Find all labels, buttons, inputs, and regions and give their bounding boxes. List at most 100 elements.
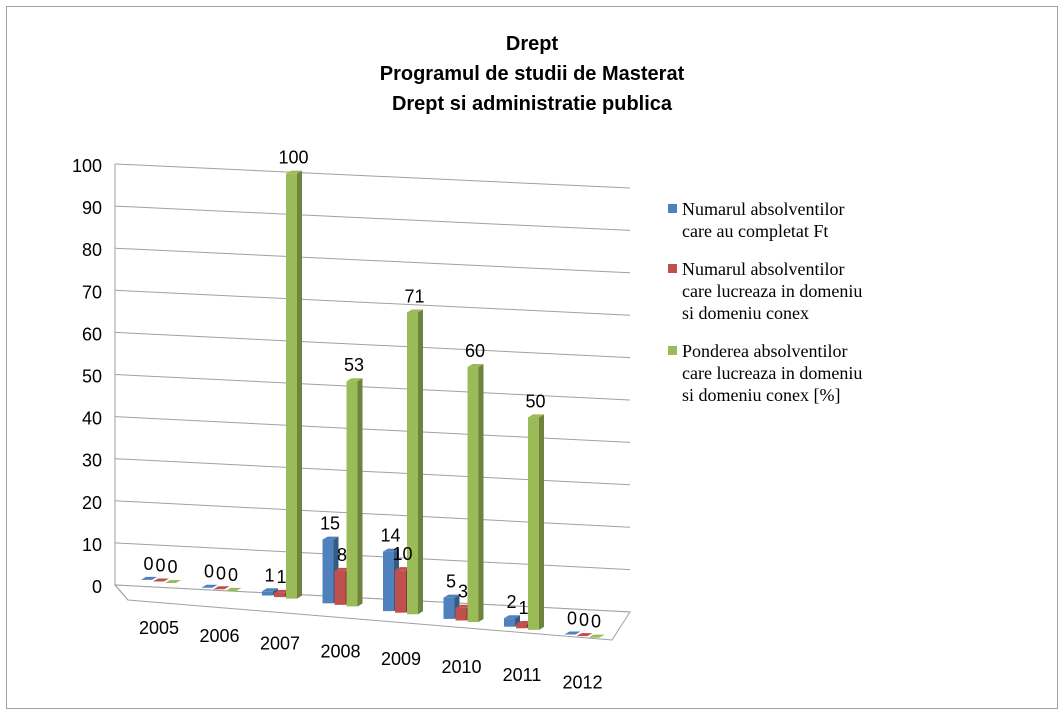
wall-edge [114, 584, 129, 601]
bar-3d [588, 634, 605, 638]
bar-top [322, 536, 339, 540]
data-label: 8 [337, 545, 347, 565]
data-label: 53 [344, 355, 364, 375]
bar-3d [467, 364, 484, 623]
bar-side [297, 170, 302, 599]
bar [504, 618, 515, 627]
bar-top [346, 378, 363, 382]
legend-item: Numarul absolventilor care lucreaza in d… [668, 258, 868, 324]
bar-3d [213, 586, 230, 590]
legend-swatch [668, 264, 677, 273]
bar [346, 381, 358, 607]
bar-top [443, 594, 460, 598]
data-label: 1 [264, 565, 274, 585]
y-tick-label: 50 [82, 367, 102, 387]
bar-top [383, 548, 399, 552]
data-label: 0 [143, 554, 153, 574]
data-label: 1 [276, 567, 286, 587]
bar-top [407, 309, 423, 313]
y-tick-label: 70 [82, 282, 102, 302]
grid-line [114, 289, 631, 316]
bar [467, 367, 479, 623]
data-label: 71 [404, 286, 424, 306]
grid-line [114, 458, 631, 486]
chart-title: Drept [506, 33, 559, 55]
bar [262, 591, 273, 596]
x-tick-label: 2011 [503, 665, 542, 685]
legend-label: Numarul absolventilor care lucreaza in d… [682, 259, 863, 323]
y-tick-label: 20 [82, 493, 102, 513]
y-tick-label: 60 [82, 324, 102, 344]
bar-3d [225, 587, 242, 591]
grid-line [114, 205, 631, 231]
data-label: 0 [204, 562, 214, 582]
x-tick-label: 2010 [441, 657, 481, 677]
data-label: 0 [591, 612, 601, 632]
bar [455, 607, 467, 621]
x-tick-label: 2005 [139, 618, 179, 638]
bar-3d [201, 584, 218, 588]
legend-label: Numarul absolventilor care au completat … [682, 199, 845, 241]
bar-side [357, 378, 363, 607]
bar-3d [576, 633, 593, 637]
legend-swatch [668, 204, 677, 213]
x-tick-label: 2009 [381, 649, 421, 669]
data-label: 15 [320, 514, 340, 534]
bar [334, 570, 346, 605]
grid-line [114, 416, 631, 443]
bar-3d [528, 414, 544, 630]
data-label: 100 [278, 148, 308, 168]
bar-side [478, 364, 484, 623]
y-tick-label: 0 [92, 577, 102, 597]
bar-top [262, 588, 278, 592]
y-tick-label: 30 [82, 451, 102, 471]
grid-line [114, 542, 631, 571]
x-tick-label: 2006 [199, 626, 239, 646]
y-tick-label: 40 [82, 409, 102, 429]
y-tick-label: 90 [82, 198, 102, 218]
bar-3d [286, 170, 302, 599]
legend-item: Ponderea absolventilor care lucreaza in … [668, 340, 868, 406]
legend: Numarul absolventilor care au completat … [668, 198, 868, 422]
data-label: 0 [167, 557, 177, 577]
data-label: 5 [446, 572, 456, 592]
chart-title: Drept si administratie publica [392, 93, 673, 115]
bar-top [564, 631, 581, 635]
data-label: 3 [458, 582, 468, 602]
bar [516, 624, 527, 629]
grid-line [114, 500, 631, 528]
data-label: 50 [525, 391, 545, 411]
data-label: 0 [216, 563, 226, 583]
bar-3d [153, 578, 169, 582]
x-tick-label: 2012 [562, 673, 602, 693]
grid-line [114, 163, 631, 189]
bar-3d [504, 615, 520, 627]
bar-3d [346, 378, 363, 607]
grid-line [114, 331, 631, 359]
data-label: 2 [506, 592, 516, 612]
data-label: 10 [392, 544, 412, 564]
bar-top [588, 634, 605, 638]
bar [274, 592, 285, 598]
bar-top [225, 587, 242, 591]
data-label: 0 [228, 565, 238, 585]
bar-top [213, 586, 230, 590]
legend-label: Ponderea absolventilor care lucreaza in … [682, 341, 863, 405]
bar-3d [141, 576, 157, 580]
bar [322, 539, 334, 604]
data-label: 14 [380, 526, 400, 546]
data-label: 60 [465, 341, 485, 361]
bar [383, 551, 394, 612]
bar-top [201, 584, 218, 588]
bar-top [576, 633, 593, 637]
bar [443, 597, 455, 619]
bar-3d [407, 309, 423, 615]
y-tick-label: 80 [82, 240, 102, 260]
legend-swatch [668, 346, 677, 355]
y-tick-label: 10 [82, 535, 102, 555]
grid-line [114, 247, 631, 274]
chart-title: Programul de studii de Masterat [380, 63, 685, 85]
bar [407, 312, 418, 615]
data-label: 0 [155, 555, 165, 575]
bar [528, 417, 539, 630]
